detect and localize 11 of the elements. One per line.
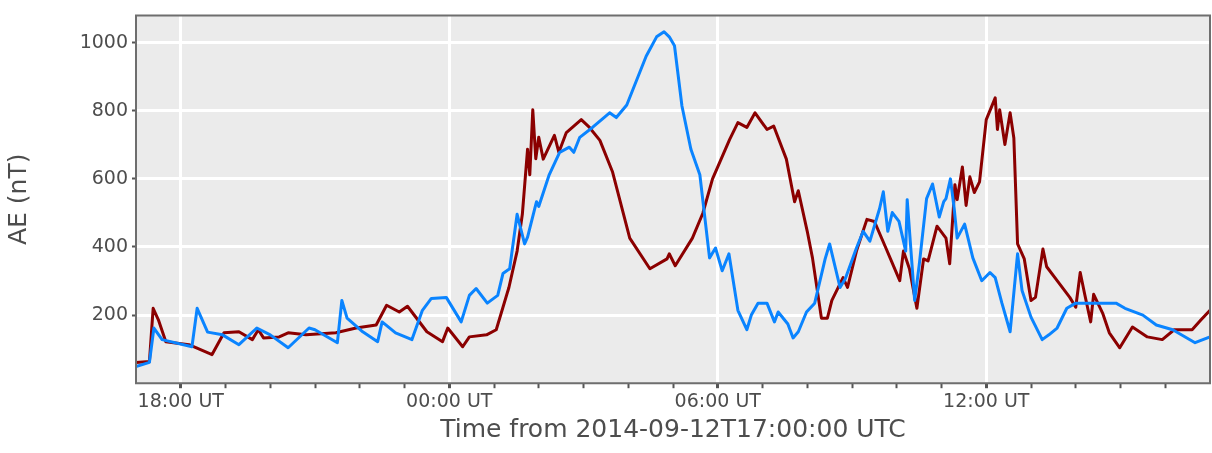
y-tick-label: 600 xyxy=(91,165,128,188)
x-tick-label: 06:00 UT xyxy=(674,388,762,411)
x-axis-title: Time from 2014-09-12T17:00:00 UTC xyxy=(439,413,906,443)
y-tick-label: 400 xyxy=(91,233,128,256)
x-tick-label: 18:00 UT xyxy=(137,388,225,411)
y-tick-label: 1000 xyxy=(79,29,128,52)
x-tick-label: 00:00 UT xyxy=(406,388,493,411)
y-tick-label: 200 xyxy=(91,302,128,325)
y-tick-label: 800 xyxy=(91,97,128,120)
x-tick-label: 12:00 UT xyxy=(943,388,1030,411)
y-axis-title: AE (nT) xyxy=(2,153,32,246)
